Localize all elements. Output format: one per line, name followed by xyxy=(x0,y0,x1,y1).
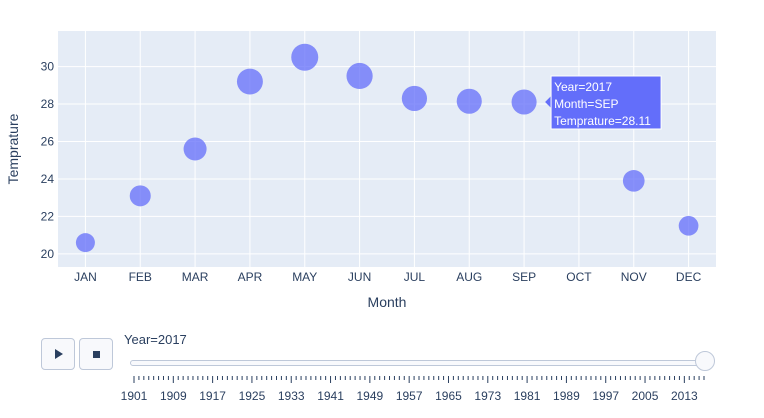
x-tick-label: JUL xyxy=(404,270,426,284)
chart-svg: 20 22 24 26 28 30 JAN FEB MAR APR MAY JUN JUL AUG SEP… xyxy=(5,31,716,310)
slider-track[interactable] xyxy=(130,360,712,366)
x-tick-label: OCT xyxy=(566,270,592,284)
slider-tick-label: 1901 xyxy=(120,389,148,403)
marker-jul[interactable] xyxy=(401,85,428,112)
slider-tick-label: 1933 xyxy=(277,389,305,403)
marker-feb[interactable] xyxy=(129,185,151,207)
x-tick-label: MAR xyxy=(182,270,209,284)
x-tick-label: JUN xyxy=(348,270,371,284)
slider-current-label: Year=2017 xyxy=(124,332,187,347)
tooltip-line: Temprature=28.11 xyxy=(554,114,651,128)
x-tick-labels: JAN FEB MAR APR MAY JUN JUL AUG SEP OCT NOV DEC xyxy=(74,270,702,284)
marker-sep[interactable] xyxy=(511,89,537,115)
y-tick-label: 30 xyxy=(41,60,55,74)
y-tick-label: 20 xyxy=(41,247,55,261)
slider-tick-label: 1981 xyxy=(513,389,541,403)
tooltip-line: Month=SEP xyxy=(554,97,618,111)
markers xyxy=(75,43,699,253)
slider-tick-label: 1997 xyxy=(592,389,620,403)
x-axis-title: Month xyxy=(368,294,407,310)
x-tick-label: APR xyxy=(238,270,263,284)
slider-tick-label: 2005 xyxy=(631,389,659,403)
marker-apr[interactable] xyxy=(236,68,263,95)
marker-aug[interactable] xyxy=(456,88,482,114)
y-tick-labels: 20 22 24 26 28 30 xyxy=(41,60,55,261)
hover-tooltip: Year=2017 Month=SEP Temprature=28.11 xyxy=(545,75,662,130)
slider-tick-label: 1949 xyxy=(356,389,384,403)
gridlines xyxy=(58,31,716,267)
plot-background xyxy=(58,31,716,267)
x-tick-label: DEC xyxy=(676,270,702,284)
x-tick-label: JAN xyxy=(74,270,97,284)
slider-tick-label: 1957 xyxy=(395,389,423,403)
marker-may[interactable] xyxy=(291,43,319,71)
slider-tick-label: 1917 xyxy=(199,389,226,403)
y-tick-label: 26 xyxy=(41,135,55,149)
tooltip-line: Year=2017 xyxy=(554,80,612,94)
y-tick-label: 22 xyxy=(41,209,55,223)
play-icon xyxy=(55,349,63,359)
slider-tick-label: 1925 xyxy=(238,389,266,403)
x-tick-label: SEP xyxy=(512,270,536,284)
slider-tick-label: 2013 xyxy=(670,389,698,403)
stop-button[interactable] xyxy=(79,338,113,370)
slider-tick-label: 1965 xyxy=(435,389,462,403)
slider-tick-label: 1989 xyxy=(553,389,580,403)
tooltip-arrow xyxy=(545,95,552,108)
y-axis-title: Temprature xyxy=(5,113,21,184)
x-tick-label: MAY xyxy=(292,270,317,284)
stop-icon xyxy=(92,350,100,358)
slider-handle[interactable] xyxy=(695,351,715,371)
slider-tick-label: 1909 xyxy=(159,389,187,403)
slider-tick-label: 1973 xyxy=(474,389,502,403)
marker-dec[interactable] xyxy=(678,215,699,236)
tooltip-box xyxy=(550,75,662,130)
marker-jun[interactable] xyxy=(346,62,373,90)
slider-ticks xyxy=(133,376,705,383)
y-tick-label: 24 xyxy=(41,172,55,186)
marker-mar[interactable] xyxy=(183,137,207,161)
slider-tick-label: 1941 xyxy=(317,389,344,403)
y-tick-label: 28 xyxy=(41,97,55,111)
x-tick-label: FEB xyxy=(129,270,152,284)
marker-nov[interactable] xyxy=(622,170,645,192)
play-button[interactable] xyxy=(41,338,75,370)
x-tick-label: AUG xyxy=(456,270,482,284)
marker-jan[interactable] xyxy=(75,233,95,253)
x-tick-label: NOV xyxy=(621,270,647,284)
